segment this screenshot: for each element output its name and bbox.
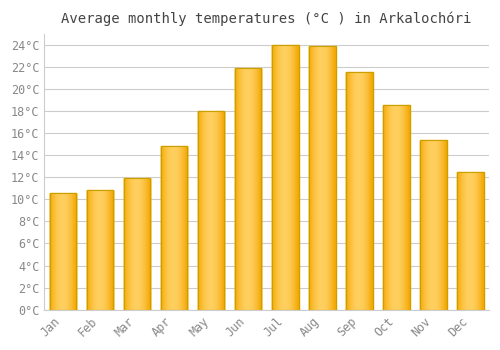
Bar xyxy=(198,111,224,310)
Bar xyxy=(420,140,446,310)
Bar xyxy=(50,193,76,310)
Bar xyxy=(161,146,188,310)
Bar xyxy=(383,105,409,310)
Bar xyxy=(457,172,483,310)
Bar xyxy=(86,190,114,310)
Bar xyxy=(309,46,336,310)
Title: Average monthly temperatures (°C ) in Arkalochóri: Average monthly temperatures (°C ) in Ar… xyxy=(62,11,472,26)
Bar xyxy=(235,68,262,310)
Bar xyxy=(124,178,150,310)
Bar xyxy=(346,72,372,310)
Bar xyxy=(272,45,298,310)
